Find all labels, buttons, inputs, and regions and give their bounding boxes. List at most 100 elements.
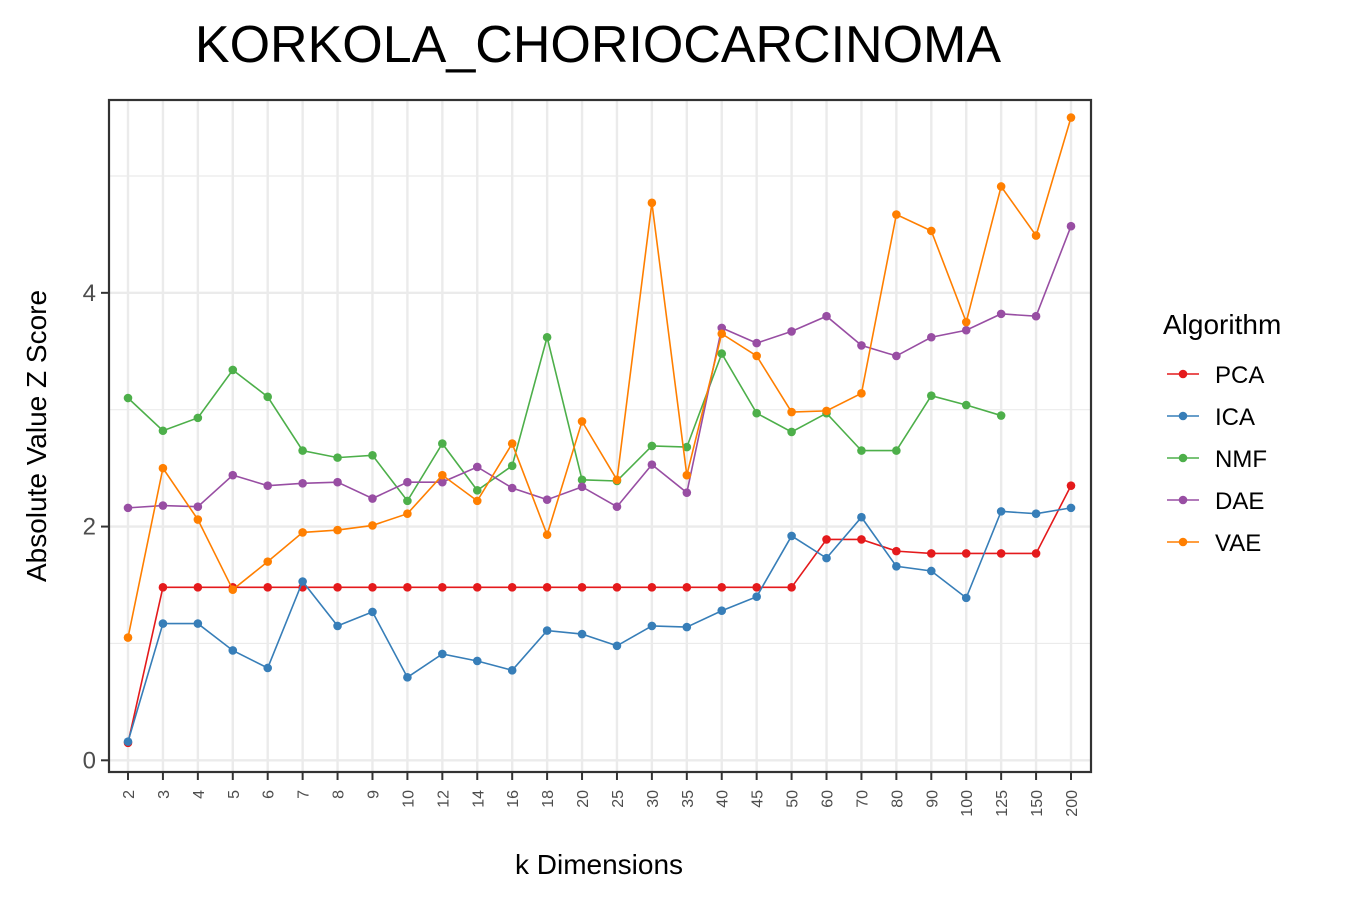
x-tick-label: 16 <box>505 790 522 808</box>
x-tick-label: 100 <box>959 790 976 817</box>
data-point-ica <box>996 507 1006 516</box>
data-point-pca <box>368 583 377 592</box>
legend: Algorithm PCA ICA NMF DAE VAE <box>1163 309 1281 557</box>
data-point-nmf <box>438 439 447 448</box>
data-point-nmf <box>298 446 307 455</box>
data-point-dae <box>682 488 692 497</box>
y-axis: 0 2 4 <box>83 280 109 774</box>
legend-item-ica: ICA <box>1167 404 1255 431</box>
legend-marker-pca <box>1178 369 1188 379</box>
x-tick-label: 35 <box>680 790 697 808</box>
data-point-dae <box>507 483 517 493</box>
legend-marker-nmf <box>1178 453 1188 463</box>
x-tick-label: 30 <box>645 790 662 808</box>
data-point-vae <box>682 470 692 480</box>
data-point-nmf <box>158 426 168 436</box>
data-point-nmf <box>926 391 936 400</box>
x-tick-label: 50 <box>785 790 802 808</box>
data-point-vae <box>961 317 971 327</box>
x-tick-label: 40 <box>715 790 732 808</box>
x-tick-label: 12 <box>435 790 452 808</box>
data-point-ica <box>228 646 238 655</box>
data-point-pca <box>1066 481 1076 490</box>
x-tick-label: 6 <box>261 790 278 799</box>
x-tick-label: 9 <box>365 790 382 799</box>
data-point-ica <box>892 562 901 571</box>
data-point-dae <box>368 494 377 503</box>
plot-panel-border <box>107 98 1093 774</box>
data-point-pca <box>647 583 657 592</box>
data-point-vae <box>612 475 622 485</box>
data-point-ica <box>438 649 447 659</box>
data-point-pca <box>752 583 761 592</box>
x-tick-label: 90 <box>924 790 941 808</box>
data-point-dae <box>926 332 936 342</box>
data-point-nmf <box>403 496 412 506</box>
data-point-vae <box>263 557 273 566</box>
series-line-pca <box>127 485 1072 743</box>
data-point-pca <box>263 583 273 592</box>
series-line-ica <box>127 507 1072 742</box>
data-point-dae <box>996 309 1006 319</box>
data-point-ica <box>577 629 587 639</box>
data-point-dae <box>822 311 831 321</box>
data-point-pca <box>822 535 831 544</box>
data-point-pca <box>787 583 796 592</box>
data-point-dae <box>1066 221 1076 231</box>
y-tick-label: 2 <box>83 514 96 541</box>
data-point-dae <box>857 341 866 350</box>
legend-item-dae: DAE <box>1167 488 1264 515</box>
data-point-dae <box>403 477 412 487</box>
data-point-ica <box>717 606 727 616</box>
series-line-dae <box>127 225 1072 509</box>
data-point-nmf <box>333 453 342 462</box>
data-point-pca <box>193 583 203 592</box>
data-point-pca <box>1031 549 1041 558</box>
data-point-pca <box>926 549 936 558</box>
data-point-ica <box>263 663 273 673</box>
data-point-vae <box>542 530 552 540</box>
data-point-nmf <box>857 446 866 455</box>
data-point-vae <box>123 633 133 642</box>
series-nmf <box>123 332 1006 506</box>
legend-marker-ica <box>1178 411 1188 421</box>
x-tick-label: 125 <box>994 790 1011 817</box>
data-point-pca <box>682 583 692 592</box>
data-point-ica <box>368 607 377 617</box>
data-point-vae <box>752 351 761 361</box>
data-point-vae <box>717 329 727 339</box>
data-point-pca <box>961 549 971 558</box>
data-point-vae <box>193 515 203 524</box>
x-tick-label: 70 <box>854 790 871 808</box>
data-point-ica <box>961 593 971 603</box>
data-point-vae <box>926 226 936 236</box>
x-tick-label: 2 <box>121 790 138 799</box>
data-point-pca <box>472 583 482 592</box>
data-point-ica <box>857 512 866 522</box>
data-point-nmf <box>193 413 203 423</box>
data-point-ica <box>1066 503 1076 513</box>
data-point-dae <box>438 477 447 487</box>
data-point-ica <box>298 577 307 586</box>
data-point-dae <box>1031 311 1041 321</box>
data-point-pca <box>158 583 168 592</box>
legend-label-vae: VAE <box>1215 530 1261 557</box>
data-point-nmf <box>368 450 377 460</box>
data-point-pca <box>717 583 727 592</box>
legend-label-pca: PCA <box>1215 362 1264 389</box>
legend-item-pca: PCA <box>1167 362 1264 389</box>
data-point-ica <box>507 666 517 675</box>
series-ica <box>123 503 1076 746</box>
data-point-vae <box>577 417 587 426</box>
x-tick-label: 4 <box>191 790 208 799</box>
x-tick-label: 80 <box>889 790 906 808</box>
data-point-dae <box>961 325 971 335</box>
data-point-vae <box>892 210 901 219</box>
x-tick-label: 5 <box>226 790 243 799</box>
y-tick-label: 4 <box>83 280 96 307</box>
data-point-nmf <box>123 393 133 403</box>
data-point-dae <box>787 327 796 336</box>
chart-title: KORKOLA_CHORIOCARCINOMA <box>195 16 1001 74</box>
data-point-dae <box>472 462 482 472</box>
data-point-pca <box>438 583 447 592</box>
